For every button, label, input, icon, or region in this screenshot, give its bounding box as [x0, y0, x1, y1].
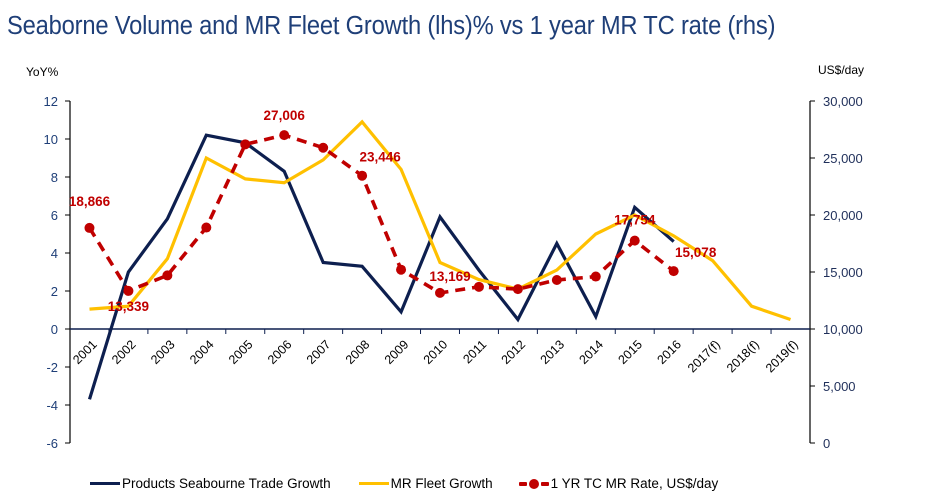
right-y-tick-label: 0: [823, 436, 830, 451]
tc-rate-marker: [84, 222, 95, 233]
tc-rate-marker: [318, 142, 329, 153]
legend-label-fleet: MR Fleet Growth: [390, 476, 493, 491]
legend-label-trade: Products Seabourne Trade Growth: [122, 476, 331, 491]
left-y-tick-label: 8: [51, 170, 58, 185]
tc-rate-marker: [357, 170, 368, 181]
x-tick-label: 2014: [577, 337, 607, 367]
series-group: [84, 119, 792, 400]
x-tick-label: 2006: [265, 337, 295, 367]
chart-title: Seaborne Volume and MR Fleet Growth (lhs…: [7, 12, 776, 40]
tc-rate-marker: [396, 264, 407, 275]
legend-item-tc: 1 YR TC MR Rate, US$/day: [518, 476, 719, 491]
tc-rate-marker: [123, 285, 134, 296]
tc-rate-data-label: 23,446: [359, 150, 401, 165]
tc-rate-data-label: 27,006: [264, 108, 306, 123]
right-y-tick-label: 20,000: [823, 208, 863, 223]
legend-swatch-tc: [518, 478, 549, 489]
legend-label-tc: 1 YR TC MR Rate, US$/day: [550, 476, 719, 491]
x-tick-label: 2012: [499, 337, 529, 367]
left-y-tick-label: 2: [51, 284, 58, 299]
right-y-tick-label: 25,000: [823, 151, 863, 166]
left-y-tick-label: -6: [46, 436, 58, 451]
tc-rate-marker: [629, 235, 640, 246]
series-tc-rate: [87, 133, 675, 295]
x-tick-label: 2011: [460, 337, 489, 366]
x-tick-label: 2003: [148, 337, 178, 367]
tc-rate-marker: [435, 287, 445, 298]
x-tick-label: 2008: [343, 337, 373, 367]
right-y-tick-label: 30,000: [823, 94, 863, 109]
tc-rate-marker: [590, 271, 601, 282]
x-tick-label: 2002: [109, 337, 139, 367]
left-y-tick-label: 4: [51, 246, 58, 261]
left-y-tick-label: 12: [44, 94, 58, 109]
tc-rate-marker: [162, 270, 173, 281]
left-y-tick-label: -4: [46, 398, 58, 413]
left-y-tick-label: -2: [46, 360, 58, 375]
x-tick-label: 2009: [382, 337, 412, 367]
left-y-tick-label: 0: [51, 322, 58, 337]
x-tick-label: 2001: [70, 337, 100, 367]
right-y-tick-label: 10,000: [823, 322, 863, 337]
data-labels-group: 18,866 13,339 27,006 23,446 13,169 17,754 15,0…: [69, 108, 717, 314]
tc-rate-marker: [201, 222, 212, 233]
tc-rate-data-label: 13,339: [108, 299, 149, 314]
x-tick-label: 2005: [226, 337, 256, 367]
x-tick-label: 2016: [654, 337, 684, 367]
right-y-tick-label: 5,000: [823, 379, 856, 394]
x-tick-label: 2010: [421, 337, 451, 367]
legend-swatch-trade: [90, 482, 120, 485]
tc-rate-marker: [668, 266, 679, 277]
tc-rate-data-label: 13,169: [429, 269, 470, 284]
tc-rate-marker: [240, 139, 251, 150]
tc-rate-marker: [512, 284, 523, 295]
series-fleet-growth: [89, 119, 792, 322]
tc-rate-data-label: 15,078: [675, 245, 717, 260]
x-tick-label: 2017(f): [685, 337, 723, 375]
left-axis-unit-label: YoY%: [26, 65, 59, 79]
left-y-tick-label: 10: [44, 132, 58, 147]
tc-rate-marker: [279, 130, 290, 141]
legend-item-fleet: MR Fleet Growth: [358, 476, 493, 491]
left-y-tick-label: 6: [51, 208, 58, 223]
x-tick-label: 2013: [538, 337, 568, 367]
legend: Products Seabourne Trade Growth MR Fleet…: [90, 476, 744, 491]
tc-rate-data-label: 17,754: [614, 213, 656, 228]
x-tick-label: 2018(f): [724, 337, 762, 375]
tc-rate-marker: [551, 274, 562, 285]
axes-group: -6 -4 -2 0 2 4 6 8 10 12 0 5,000 10,000 15,000 20,000 2…: [44, 94, 863, 451]
tc-rate-data-label: 18,866: [69, 194, 111, 209]
x-tick-label: 2015: [615, 337, 645, 367]
x-tick-label: 2019(f): [763, 337, 801, 375]
right-y-tick-label: 15,000: [823, 265, 863, 280]
tc-rate-marker: [473, 281, 484, 292]
x-tick-label: 2007: [304, 337, 334, 367]
legend-swatch-fleet: [358, 482, 389, 485]
legend-item-trade: Products Seabourne Trade Growth: [90, 476, 331, 491]
right-axis-unit-label: US$/day: [818, 63, 865, 77]
x-tick-label: 2004: [187, 337, 217, 367]
